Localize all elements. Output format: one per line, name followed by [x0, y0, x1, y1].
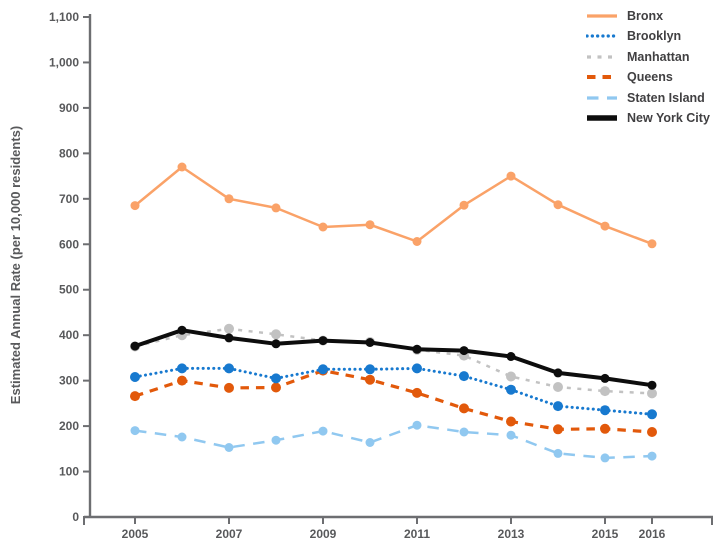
y-axis-title: Estimated Annual Rate (per 10,000 reside…	[8, 126, 23, 404]
svg-text:100: 100	[59, 465, 79, 479]
chart-series	[130, 162, 657, 463]
legend-label: Staten Island	[627, 90, 705, 105]
svg-text:2007: 2007	[216, 527, 243, 541]
svg-text:2009: 2009	[310, 527, 337, 541]
svg-text:600: 600	[59, 237, 79, 251]
svg-text:800: 800	[59, 146, 79, 160]
svg-text:400: 400	[59, 328, 79, 342]
legend-label: Brooklyn	[627, 29, 682, 43]
svg-text:300: 300	[59, 374, 79, 388]
svg-text:700: 700	[59, 192, 79, 206]
svg-text:500: 500	[59, 283, 79, 297]
legend-swatch-queens	[586, 72, 618, 82]
svg-text:200: 200	[59, 419, 79, 433]
legend-label: Queens	[627, 70, 673, 84]
legend-label: Manhattan	[627, 49, 690, 64]
legend-swatch-brooklyn	[586, 31, 618, 41]
legend-item-brooklyn: Brooklyn	[586, 29, 710, 43]
svg-text:2011: 2011	[404, 527, 430, 541]
legend-item-new-york-city: New York City	[586, 111, 710, 125]
legend-swatch-manhattan	[586, 52, 618, 62]
legend-item-queens: Queens	[586, 70, 710, 84]
legend: Bronx Brooklyn Manhattan Queens Staten I…	[586, 9, 710, 132]
svg-text:900: 900	[59, 101, 79, 115]
legend-item-manhattan: Manhattan	[586, 49, 710, 64]
svg-text:2005: 2005	[122, 527, 149, 541]
legend-label: Bronx	[627, 8, 664, 23]
svg-text:1,000: 1,000	[49, 55, 79, 69]
legend-swatch-bronx	[586, 11, 618, 21]
legend-item-staten-island: Staten Island	[586, 90, 710, 105]
svg-text:1,100: 1,100	[49, 10, 79, 24]
legend-label: New York City	[627, 111, 710, 125]
svg-text:2015: 2015	[592, 527, 619, 541]
svg-text:0: 0	[72, 510, 79, 524]
svg-text:2013: 2013	[498, 527, 525, 541]
svg-text:2016: 2016	[639, 527, 666, 541]
legend-swatch-new-york-city	[586, 113, 618, 123]
axes: 0 100 200 300 400 500 600 700 800 900 1,000 1,100 20…	[49, 10, 713, 541]
legend-item-bronx: Bronx	[586, 8, 710, 23]
legend-swatch-staten-island	[586, 93, 618, 103]
